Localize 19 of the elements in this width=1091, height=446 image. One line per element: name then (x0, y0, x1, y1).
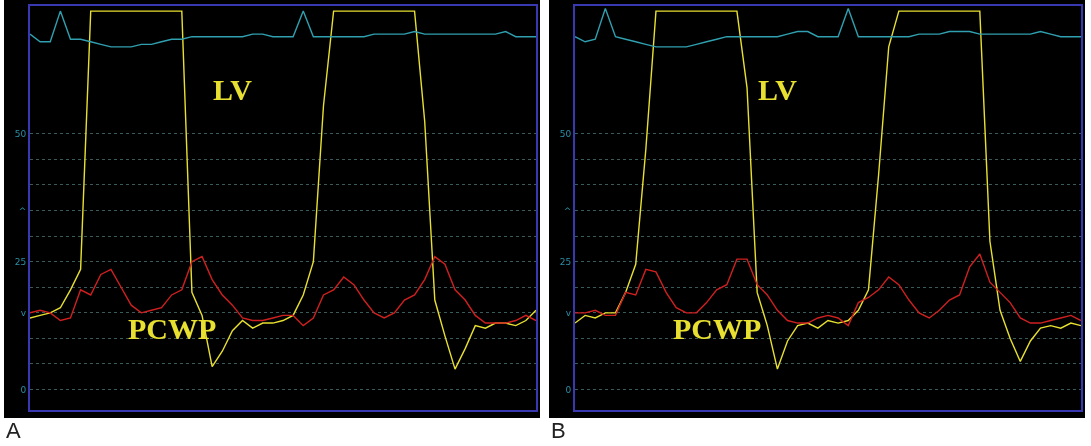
y-tick-label: 0 (565, 384, 572, 395)
line-series (30, 10, 536, 370)
y-tick-label: 0 (20, 384, 27, 395)
series-label: PCWP (673, 312, 762, 345)
line-series (575, 10, 1081, 370)
series-label: LV (758, 73, 798, 106)
y-tick-label: v (565, 307, 572, 318)
text: A (6, 418, 21, 444)
y-tick-label: 50 (559, 129, 572, 139)
line-series (575, 7, 1081, 48)
y-tick-label: 25 (559, 256, 572, 267)
y-tick-label: ^ (18, 205, 27, 216)
y-tick-label: ^ (563, 205, 572, 216)
y-tick-label: v (20, 307, 27, 318)
y-tick-label: 50 (14, 129, 27, 139)
line-series (30, 10, 536, 48)
text: B (551, 418, 566, 444)
series-label: LV (213, 73, 253, 106)
y-tick-label: 25 (14, 256, 27, 267)
